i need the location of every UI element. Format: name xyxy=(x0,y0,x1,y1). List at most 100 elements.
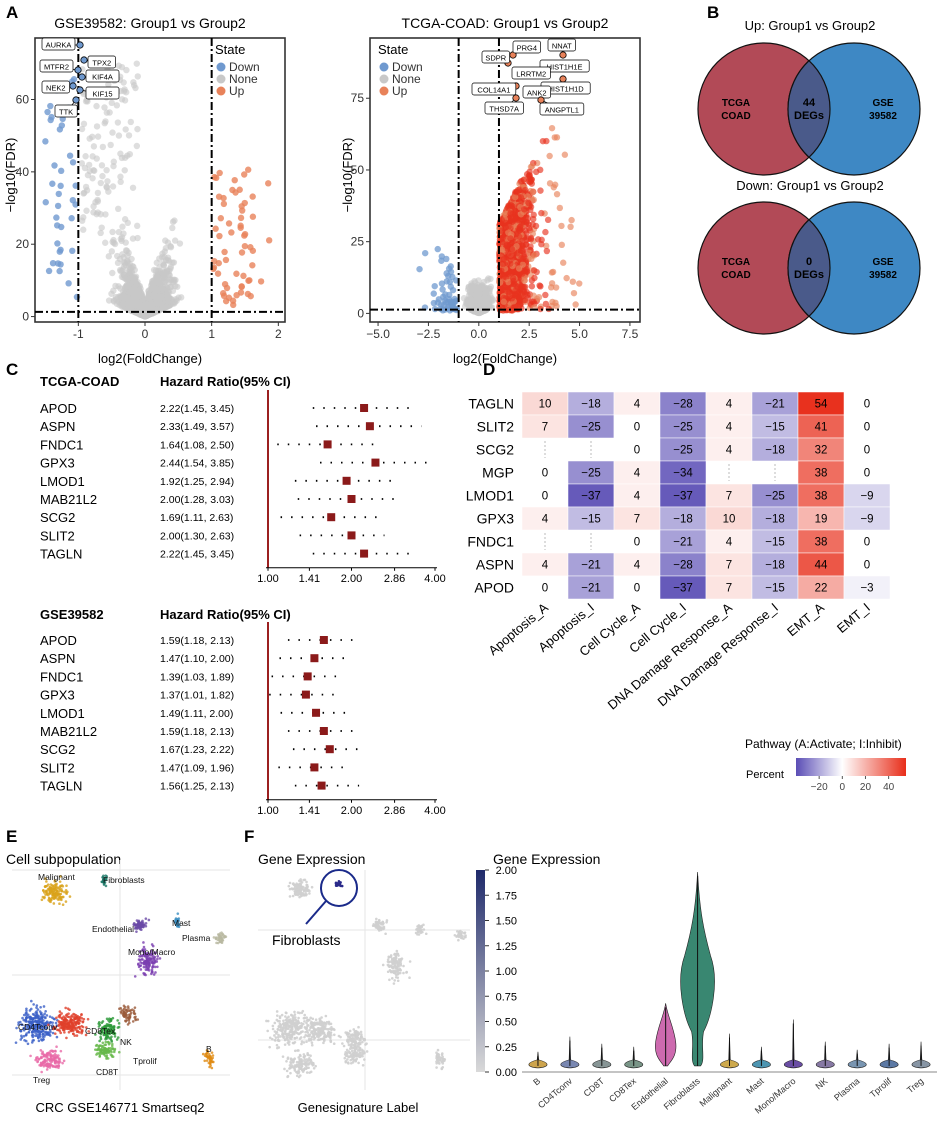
point-up xyxy=(506,288,513,295)
point-up xyxy=(542,300,550,308)
umap-point xyxy=(29,1007,33,1011)
point-none xyxy=(112,282,119,290)
point-down xyxy=(68,215,75,222)
point-down xyxy=(441,297,449,304)
point-none xyxy=(98,162,106,169)
legend-swatch xyxy=(379,62,389,72)
point-down xyxy=(45,267,53,275)
forest-marker xyxy=(319,727,328,735)
point-down xyxy=(447,298,455,305)
point-up xyxy=(237,214,245,222)
heatmap-value: −15 xyxy=(765,583,785,595)
forest-ci-text: 1.59(1.18, 2.13) xyxy=(160,726,234,738)
umap-point xyxy=(30,1041,34,1044)
heatmap-value: 0 xyxy=(542,491,548,503)
point-up xyxy=(553,190,561,198)
heatmap-value: 0 xyxy=(634,445,640,457)
point-up xyxy=(216,232,223,240)
point-none xyxy=(109,238,116,246)
point-none xyxy=(125,299,132,307)
point-up xyxy=(240,272,247,280)
point-none xyxy=(130,295,138,303)
heatmap-value: 7 xyxy=(634,514,640,526)
colorbar xyxy=(796,758,906,776)
point-none xyxy=(154,267,162,275)
heatmap-value: −37 xyxy=(581,491,601,503)
point-down xyxy=(54,202,62,210)
point-none xyxy=(82,183,90,191)
venn-right-label-2: 39582 xyxy=(869,111,897,122)
y-tick-label: 75 xyxy=(351,91,365,105)
point-up xyxy=(522,283,529,291)
heatmap-value: −15 xyxy=(765,422,785,434)
forest-marker xyxy=(371,458,380,467)
forest-gene: SCG2 xyxy=(40,742,75,757)
point-up xyxy=(572,301,579,308)
point-down xyxy=(57,167,65,175)
point-none xyxy=(93,102,100,110)
legend-swatch xyxy=(216,86,226,96)
heatmap-value: 38 xyxy=(815,468,828,480)
umap-point xyxy=(60,884,64,887)
umap-point xyxy=(43,895,46,899)
umap-point xyxy=(142,941,145,944)
point-none xyxy=(148,280,156,288)
point-none xyxy=(133,60,140,67)
umap-point xyxy=(52,897,56,900)
forest-gene: APOD xyxy=(40,401,77,416)
point-down xyxy=(69,159,77,166)
heatmap-value: 19 xyxy=(815,514,828,526)
point-up xyxy=(528,283,536,290)
point-none xyxy=(155,279,162,287)
point-none xyxy=(114,119,122,126)
venn-overlap-unit: DEGs xyxy=(794,110,824,122)
point-up xyxy=(553,134,561,141)
heatmap-value: −37 xyxy=(673,491,693,503)
y-tick-label: 0 xyxy=(357,306,364,320)
umap-point xyxy=(46,1032,49,1036)
forest-cohort: TCGA-COAD xyxy=(40,374,119,389)
point-up xyxy=(509,203,516,210)
point-none xyxy=(124,281,131,288)
point-none xyxy=(120,259,128,266)
point-none xyxy=(161,274,168,281)
forest-tick-label: 1.00 xyxy=(257,573,278,585)
legend-item: Up xyxy=(392,84,408,98)
point-none xyxy=(108,99,115,107)
forest-tick-label: 1.41 xyxy=(299,805,320,817)
y-tick-label: 0 xyxy=(22,310,29,324)
venn-right-label-1: GSE xyxy=(872,257,893,268)
point-up xyxy=(537,187,544,194)
point-up xyxy=(525,225,533,232)
umap-point xyxy=(68,895,72,898)
heatmap-row-label: APOD xyxy=(474,580,514,596)
point-up xyxy=(499,234,507,241)
heatmap-value: 4 xyxy=(726,445,733,457)
forest-gene: SLIT2 xyxy=(40,760,75,775)
umap-point xyxy=(143,973,146,976)
umap-point xyxy=(14,1041,18,1044)
umap-point xyxy=(52,1017,56,1021)
point-none xyxy=(94,189,102,197)
umap-point xyxy=(59,892,63,896)
umap-point xyxy=(30,999,33,1003)
heatmap-value: 0 xyxy=(634,537,640,549)
point-up xyxy=(538,209,545,217)
forest-marker xyxy=(360,404,369,412)
umap-point xyxy=(27,1015,31,1019)
heatmap-value: 7 xyxy=(726,583,732,595)
point-none xyxy=(102,118,109,125)
point-none xyxy=(121,167,128,174)
point-up xyxy=(221,248,228,256)
umap-point xyxy=(44,1009,47,1013)
heatmap-value: −18 xyxy=(673,514,693,526)
forest-ci-text: 2.33(1.49, 3.57) xyxy=(160,421,234,433)
forest-marker xyxy=(347,495,356,503)
umap-point xyxy=(25,1014,28,1017)
point-down xyxy=(55,190,62,198)
heatmap-value: 0 xyxy=(864,468,870,480)
forest-marker xyxy=(310,654,319,663)
point-none xyxy=(90,209,97,216)
umap-point xyxy=(23,1039,26,1042)
